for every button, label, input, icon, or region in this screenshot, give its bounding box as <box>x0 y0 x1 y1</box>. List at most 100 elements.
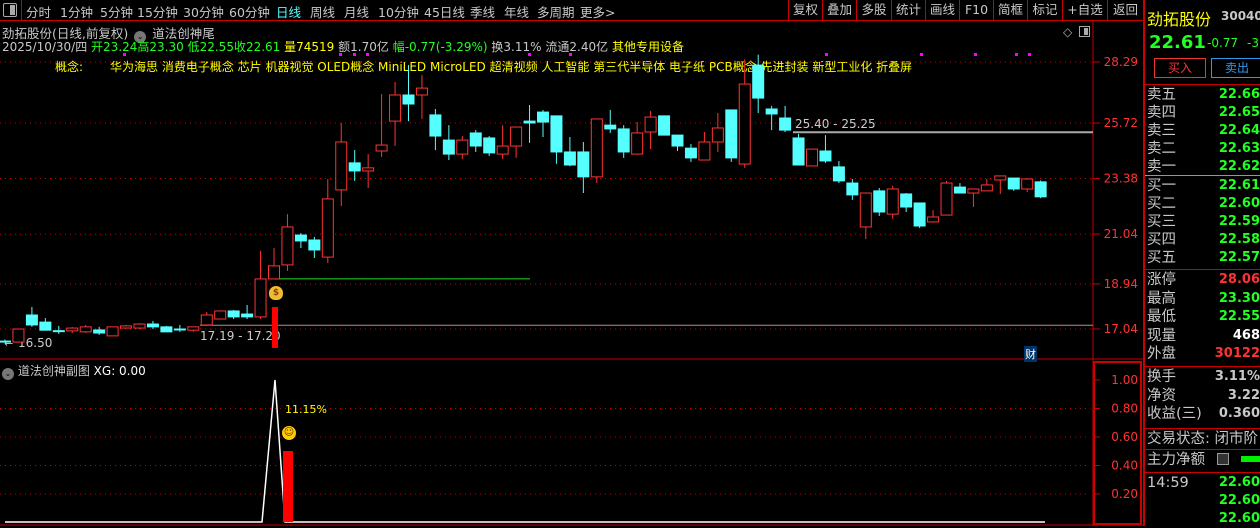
toolbar-button[interactable]: 标记 <box>1027 0 1062 20</box>
candle-up <box>456 139 469 155</box>
sub-indicator-name: 道法创神副图 <box>17 364 90 378</box>
diamond-icon[interactable]: ◇ <box>1063 25 1073 39</box>
sell-button[interactable]: 卖出 <box>1211 58 1260 78</box>
amount: 额1.70亿 <box>338 40 389 54</box>
quote-label: 卖四 <box>1147 105 1176 121</box>
list-icon[interactable] <box>1217 453 1229 465</box>
quote-label: 涨停 <box>1147 272 1176 288</box>
candle-down <box>779 117 792 131</box>
quote-row: 买二 22.60 <box>1147 195 1260 213</box>
quote-label: 卖三 <box>1147 123 1176 139</box>
toolbar-button[interactable]: 多股 <box>856 0 891 20</box>
signal-dot <box>123 53 126 56</box>
candle-down <box>792 137 805 166</box>
candle-down <box>294 234 307 242</box>
signal-dot <box>1015 53 1018 56</box>
tab-period[interactable]: 10分钟 <box>378 5 419 20</box>
sub-tick-label: 1.00 <box>1111 373 1138 387</box>
tab-period[interactable]: 30分钟 <box>183 5 224 20</box>
candle-up <box>375 144 388 152</box>
toolbar-button[interactable]: 叠加 <box>822 0 856 20</box>
quote-value: 22.63 <box>1218 141 1260 156</box>
panel-toggle-icon[interactable] <box>1079 26 1090 37</box>
quote-value: 28.06 <box>1218 272 1260 287</box>
toolbar-button[interactable]: +自选 <box>1062 0 1107 20</box>
candlestick-chart[interactable]: 28.29 25.72 23.38 21.04 18.94 17.04 17.19 - 17… <box>0 0 1143 526</box>
candle-up <box>106 326 119 337</box>
toolbar-button[interactable]: 复权 <box>788 0 822 20</box>
signal-dot <box>1028 53 1031 56</box>
quote-value: 23.30 <box>1218 290 1260 306</box>
candle-up <box>200 314 213 326</box>
candle-down <box>819 150 832 162</box>
support-label: 17.19 - 17.20 <box>200 329 281 343</box>
candle-up <box>590 118 603 178</box>
quote-row: 卖五 22.66 <box>1147 86 1260 104</box>
tab-period[interactable]: 多周期 <box>537 5 575 20</box>
candle-down <box>173 328 186 331</box>
tab-period[interactable]: 15分钟 <box>137 5 178 20</box>
candle-up <box>1021 178 1034 190</box>
quote-value: 30122 <box>1214 346 1260 361</box>
buy-button[interactable]: 买入 <box>1154 58 1206 78</box>
arrow-icon: ← <box>4 337 13 350</box>
xg-signal-bar <box>283 451 293 522</box>
high: 高23.30 <box>137 40 184 54</box>
candle-up <box>806 148 818 167</box>
tab-period[interactable]: 更多> <box>580 5 616 20</box>
indicator-dropdown-icon[interactable]: ⌄ <box>134 31 147 43</box>
price-change: -0.77 <box>1207 36 1239 50</box>
low: 低22.55 <box>187 40 234 54</box>
finance-badge[interactable]: 财 <box>1024 346 1037 362</box>
price-tick-label: 25.72 <box>1104 116 1138 130</box>
quote-value: 22.65 <box>1218 105 1260 120</box>
candle-up <box>859 192 872 228</box>
candle-down <box>402 94 415 105</box>
signal-dot <box>528 53 531 56</box>
sub-indicator-dropdown-icon[interactable]: ⌄ <box>2 368 14 380</box>
quote-value: 468 <box>1232 327 1260 343</box>
xg-line <box>5 379 1045 523</box>
tab-period[interactable]: 年线 <box>504 5 530 20</box>
smiley-icon: ☺ <box>282 426 296 440</box>
tab-period[interactable]: 分时 <box>26 5 52 20</box>
tab-period[interactable]: 日线 <box>276 5 302 20</box>
candle-up <box>268 265 280 280</box>
quote-row: 卖一 22.62 <box>1147 158 1260 176</box>
layout-toggle-icon[interactable] <box>3 3 17 17</box>
sub-tick-label: 0.40 <box>1111 459 1138 473</box>
quote-label: 最高 <box>1147 290 1176 307</box>
tab-period[interactable]: 季线 <box>470 5 496 20</box>
candle-down <box>537 111 549 123</box>
quote-label: 主力净额 <box>1147 452 1205 468</box>
quote-panel: 劲拓股份 300400 22.61 -0.77 -3. 买入 卖出 卖五 22.6… <box>1143 0 1260 526</box>
toolbar-button[interactable]: 统计 <box>891 0 925 20</box>
toolbar-button[interactable]: F10 <box>959 0 993 20</box>
concept-list[interactable]: 华为海思 消费电子概念 芯片 机器视觉 OLED概念 MiniLED Micro… <box>110 60 913 74</box>
candle-down <box>1007 177 1020 190</box>
period-toolbar: 分时 1分钟 5分钟 15分钟 30分钟 60分钟 日线 周线 月线 10分钟 45日线 季线 年线 多周… <box>0 0 1143 21</box>
candle-down <box>846 182 859 196</box>
stock-name: 劲拓股份 <box>1147 10 1212 29</box>
candle-down <box>160 326 173 333</box>
quote-row: 22.60 <box>1147 492 1260 510</box>
candle-down <box>348 162 361 172</box>
tab-period[interactable]: 1分钟 <box>60 5 93 20</box>
tab-period[interactable]: 月线 <box>344 5 370 20</box>
tab-period[interactable]: 周线 <box>310 5 336 20</box>
quote-value: 0.360 <box>1218 406 1260 421</box>
price-change-pct: -3. <box>1247 36 1260 50</box>
tab-period[interactable]: 45日线 <box>424 5 465 20</box>
toolbar-button[interactable]: 简框 <box>993 0 1027 20</box>
candle-down <box>241 313 254 318</box>
toolbar-button[interactable]: 画线 <box>925 0 959 20</box>
toolbar-button[interactable]: 返回 <box>1107 0 1143 20</box>
tab-period[interactable]: 5分钟 <box>100 5 133 20</box>
candle-up <box>927 216 940 223</box>
tab-period[interactable]: 60分钟 <box>229 5 270 20</box>
candle-down <box>725 109 738 159</box>
resistance-label: 25.40 - 25.25 <box>795 117 876 131</box>
quote-row: 买四 22.58 <box>1147 231 1260 249</box>
candle-up <box>940 182 953 216</box>
industry[interactable]: 其他专用设备 <box>611 40 684 54</box>
